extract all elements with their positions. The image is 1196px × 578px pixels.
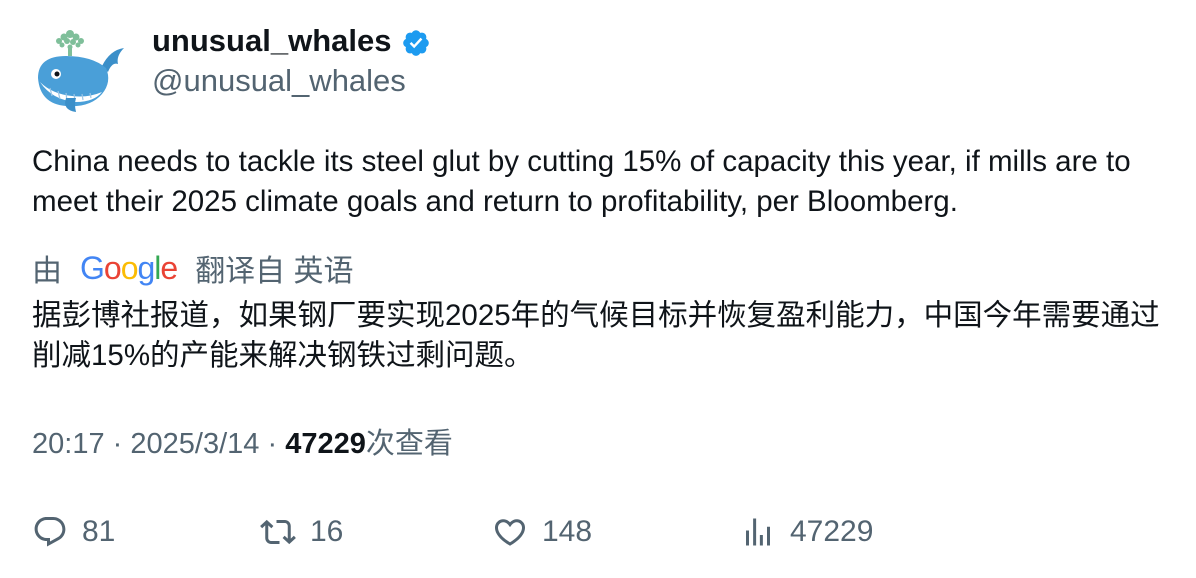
analytics-icon [746,518,770,546]
views-label: 次查看 [365,428,453,460]
translation-attribution: 由 Google 翻译自 英语 [32,247,354,289]
google-logo: Google [80,247,178,289]
retweet-count: 16 [310,515,344,548]
author-name-row: unusual_whales [152,22,431,60]
tweet-date[interactable]: 2025/3/14 [130,428,260,460]
reply-button[interactable]: 81 [32,510,115,554]
whale-avatar-icon [38,30,124,112]
google-letter: l [154,250,161,286]
google-letter: o [103,250,122,286]
tweet-meta: 20:17 · 2025/3/14 · 47229次查看 [32,424,453,464]
meta-separator: · [267,428,278,460]
retweet-icon [260,519,296,545]
views-count: 47229 [285,428,366,460]
tweet-text: China needs to tackle its steel glut by … [32,145,1131,218]
author-handle[interactable]: @unusual_whales [152,63,406,98]
reply-count: 81 [82,515,116,548]
reply-icon [34,517,66,547]
like-count: 148 [542,515,593,548]
heart-icon [494,519,526,546]
like-button[interactable]: 148 [492,510,592,554]
author-display-name[interactable]: unusual_whales [152,23,392,58]
google-letter: e [160,250,178,286]
translated-text: 据彭博社报道，如果钢厂要实现2025年的气候目标并恢复盈利能力，中国今年需要通过… [32,299,1160,372]
google-letter: g [137,250,155,286]
translation-suffix: 翻译自 英语 [195,255,354,288]
google-letter: G [80,250,105,286]
translation-prefix: 由 [32,255,62,288]
google-letter: o [120,250,139,286]
views-button[interactable]: 47229 [740,510,873,554]
views-action-count: 47229 [790,515,874,548]
meta-separator: · [112,428,123,460]
author-avatar[interactable] [32,26,126,112]
retweet-button[interactable]: 16 [260,510,343,554]
tweet-time[interactable]: 20:17 [32,428,105,460]
verified-badge-icon[interactable] [401,28,431,58]
